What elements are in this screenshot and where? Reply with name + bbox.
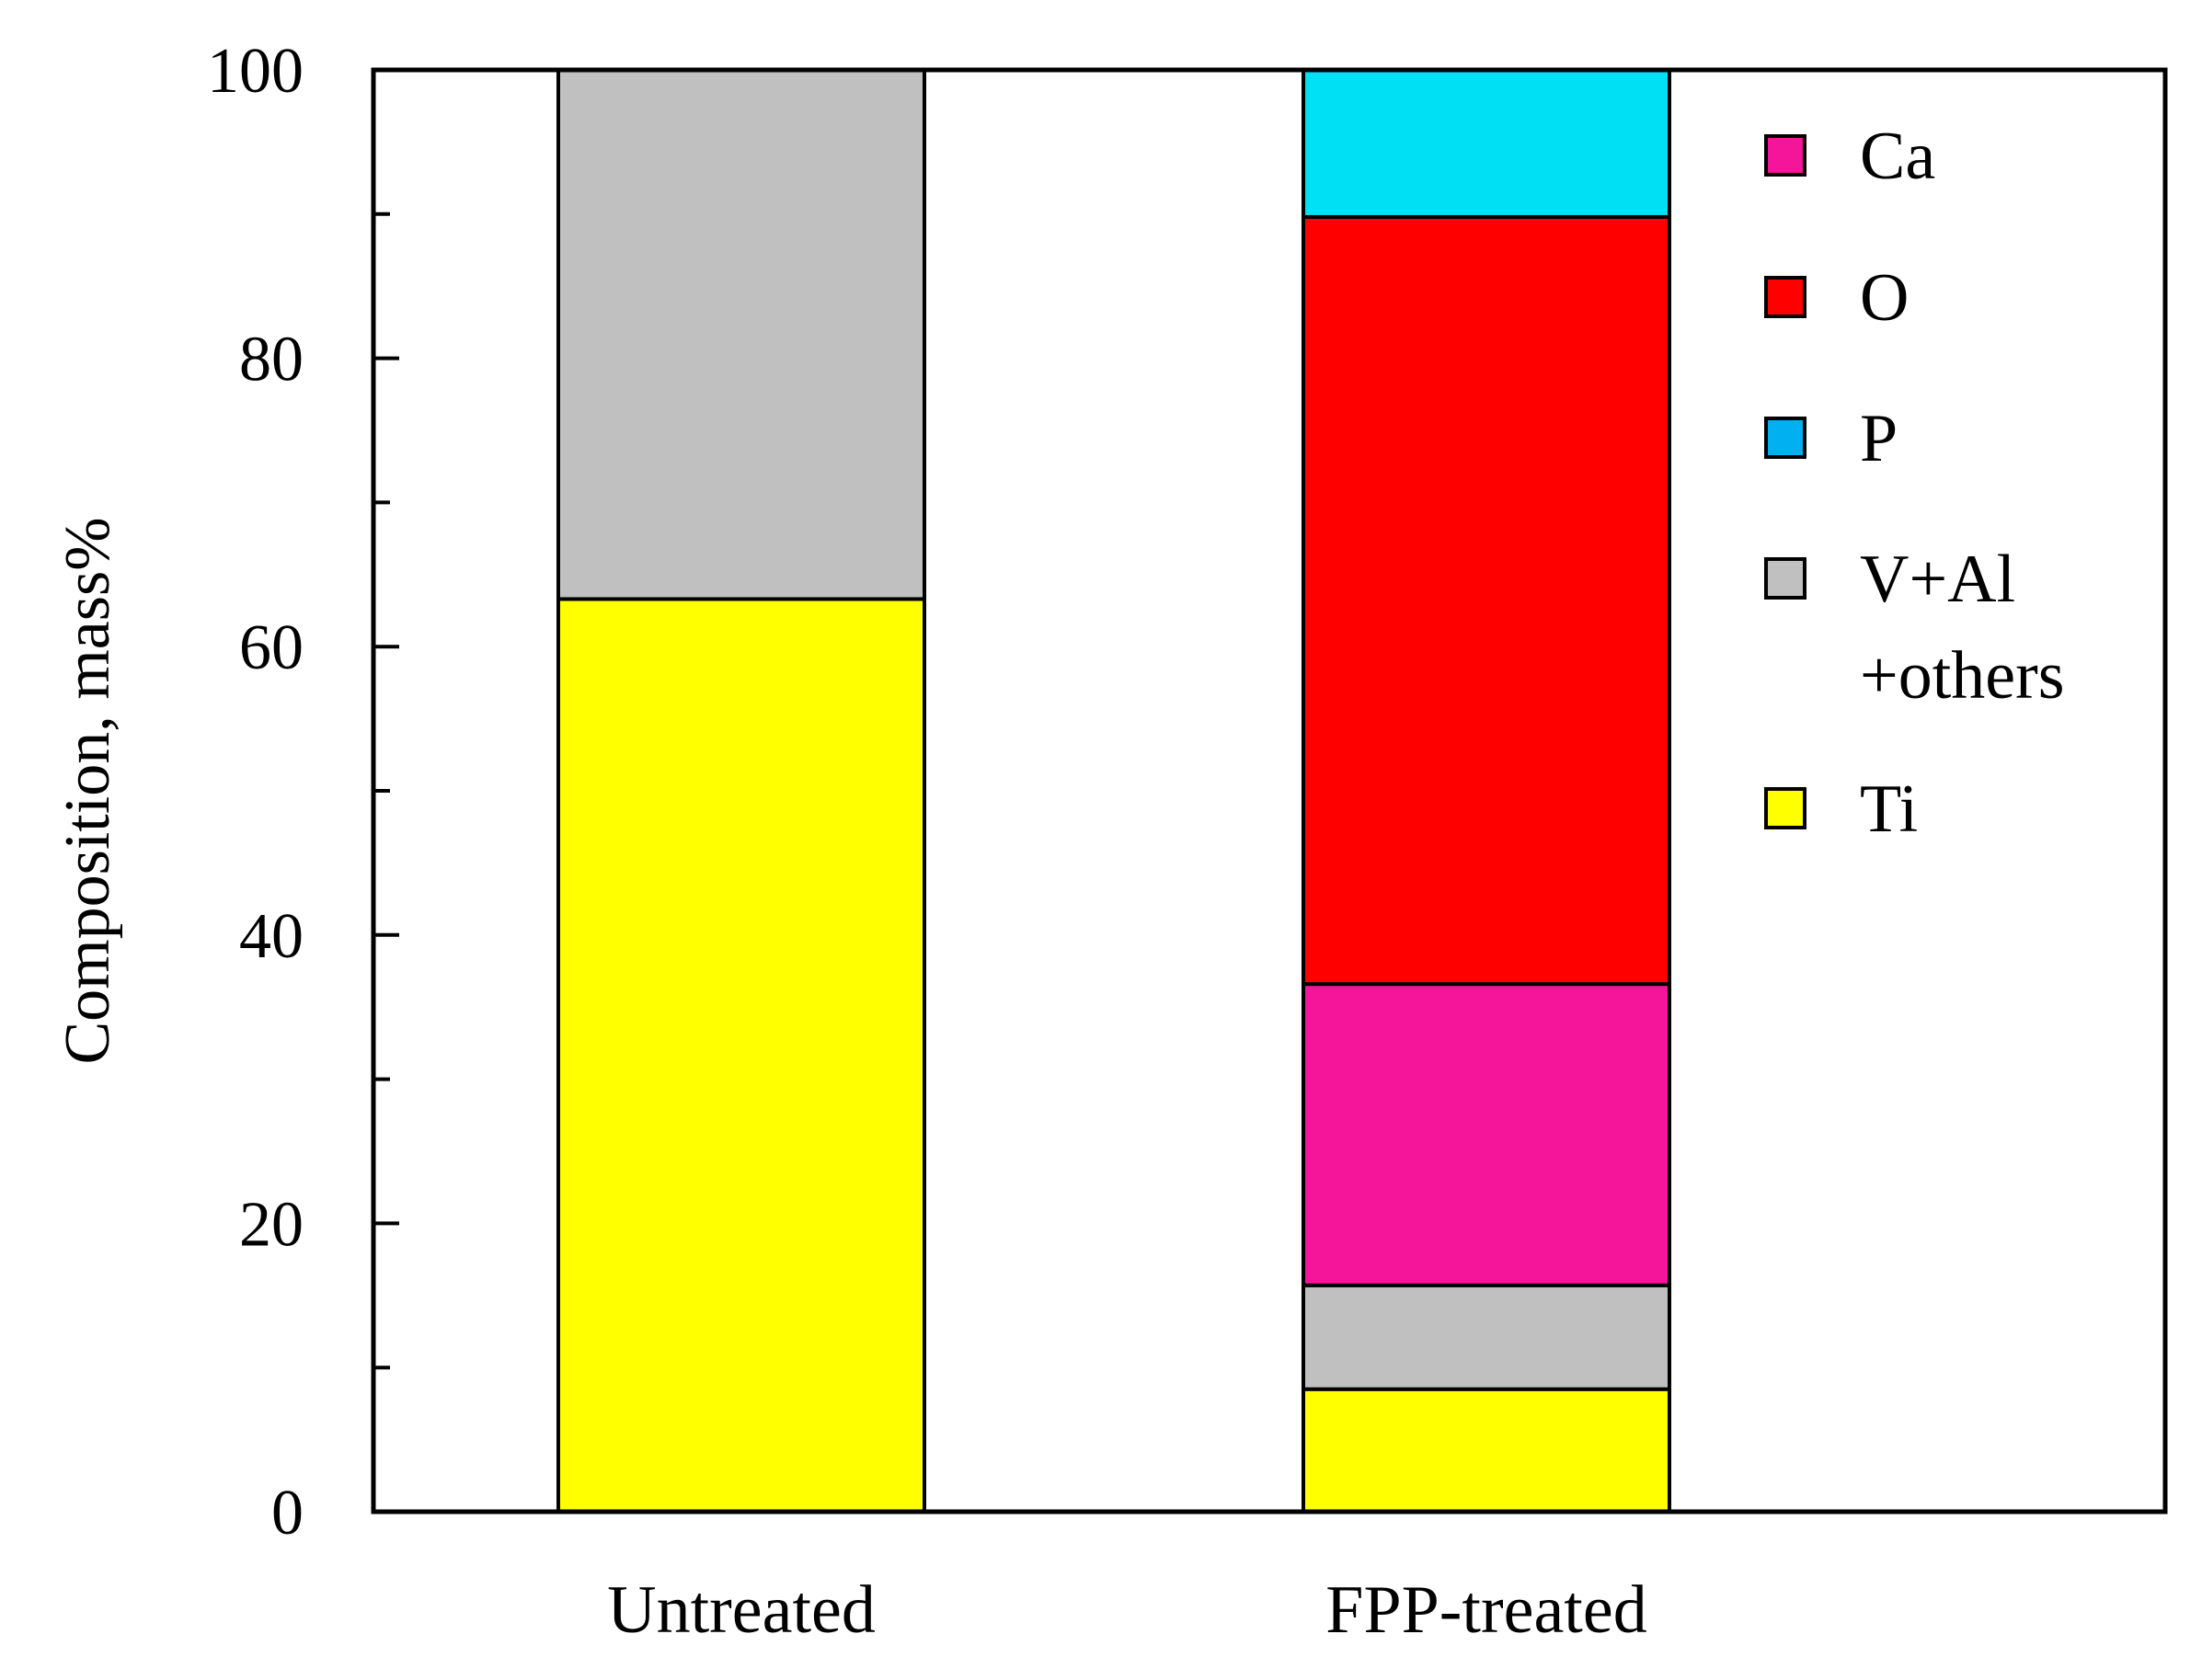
y-tick-label: 60 <box>239 612 304 683</box>
y-tick-label: 100 <box>207 36 304 107</box>
y-axis: 0 20 40 60 80 100 <box>207 36 399 1549</box>
legend-swatch-ca <box>1764 134 1806 177</box>
x-axis: Untreated FPP-treated <box>607 1572 1647 1648</box>
legend: Ca OP V+Al +others Ti <box>1764 119 2065 847</box>
bar-fpp-treated-o <box>1302 214 1671 987</box>
legend-label: O <box>1860 260 1909 336</box>
bar-fpp-treated-p <box>1302 68 1671 219</box>
legend-label: Ti <box>1860 771 1918 847</box>
plot-frame <box>371 67 2168 1514</box>
y-tick-label: 80 <box>239 325 304 395</box>
legend-swatch-ti <box>1764 787 1806 829</box>
x-tick-label-untreated: Untreated <box>607 1572 876 1648</box>
legend-swatch-v-al-others <box>1764 557 1806 600</box>
bar-fpp-treated-ti <box>1302 1387 1671 1514</box>
legend-swatch-o <box>1764 276 1806 318</box>
y-tick-label: 40 <box>239 901 304 972</box>
legend-label: Ca <box>1860 119 1935 194</box>
legend-label: +others <box>1860 638 2065 714</box>
y-tick-label: 20 <box>239 1189 304 1260</box>
legend-label: P <box>1860 401 1898 476</box>
bar-untreated-ti <box>556 597 926 1514</box>
bars-layer <box>556 68 1671 1514</box>
bar-untreated-v-al-others <box>556 68 926 601</box>
y-tick-label: 0 <box>271 1478 304 1549</box>
legend-label: V+Al <box>1860 542 2015 617</box>
bar-fpp-treated-v-al-others <box>1302 1283 1671 1391</box>
x-tick-label-fpp-treated: FPP-treated <box>1325 1572 1646 1648</box>
legend-swatch-p <box>1764 417 1806 459</box>
bar-fpp-treated-ca <box>1302 982 1671 1287</box>
y-axis-label: Composition, mass% <box>52 517 123 1064</box>
